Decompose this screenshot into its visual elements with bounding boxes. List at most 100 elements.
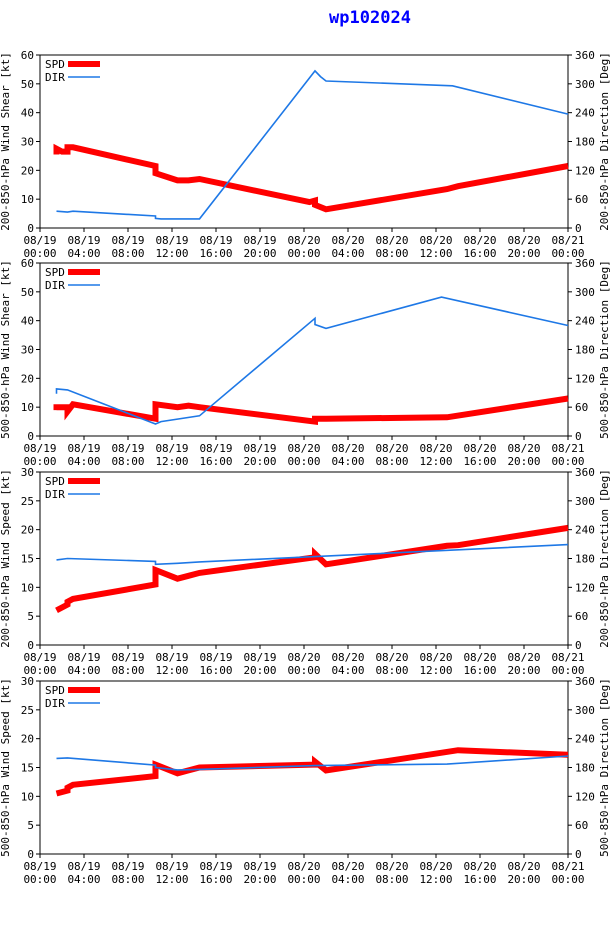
panel-4-xtick-time: 00:00 (23, 873, 56, 886)
panel-2-ytick-right-label: 60 (575, 401, 588, 414)
panel-3-xtick-time: 04:00 (331, 664, 364, 677)
panel-4-xtick-time: 00:00 (551, 873, 584, 886)
panel-1-ytick-left-label: 20 (21, 164, 34, 177)
panel-2-ytick-left-label: 30 (21, 344, 34, 357)
panel-3-xtick-time: 08:00 (111, 664, 144, 677)
panel-1-ytick-right-label: 120 (575, 164, 595, 177)
panel-2-xtick-time: 08:00 (111, 455, 144, 468)
panel-1-xtick-date: 08/19 (155, 234, 188, 247)
panel-1-ytick-left-label: 10 (21, 193, 34, 206)
panel-3-xtick-time: 16:00 (463, 664, 496, 677)
panel-1-ytick-right-label: 240 (575, 107, 595, 120)
panel-2-xtick-time: 20:00 (243, 455, 276, 468)
panel-2-xtick-time: 04:00 (331, 455, 364, 468)
panel-4-xtick-date: 08/20 (463, 860, 496, 873)
panel-3-xtick-date: 08/20 (419, 651, 452, 664)
panel-2-ytick-left-label: 40 (21, 315, 34, 328)
panel-4-ytick-right-label: 300 (575, 704, 595, 717)
panel-4-xtick-date: 08/20 (507, 860, 540, 873)
panel-3-xtick-time: 20:00 (507, 664, 540, 677)
panel-4-xtick-time: 16:00 (199, 873, 232, 886)
panel-2-xtick-time: 00:00 (551, 455, 584, 468)
panel-1-ytick-left-label: 60 (21, 49, 34, 62)
panel-4-ytick-right-label: 360 (575, 675, 595, 688)
panel-1-series-dir-line (56, 69, 569, 220)
panel-4-xtick-date: 08/19 (23, 860, 56, 873)
panel-1-ytick-right-label: 300 (575, 78, 595, 91)
panel-3-ytick-left-label: 15 (21, 553, 34, 566)
panel-3-xtick-date: 08/20 (463, 651, 496, 664)
panel-2-xtick-date: 08/20 (375, 442, 408, 455)
panel-2-ytick-left-label: 60 (21, 257, 34, 270)
panel-4-xtick-time: 20:00 (243, 873, 276, 886)
panel-4-ytick-right-label: 120 (575, 790, 595, 803)
panel-3-xtick-date: 08/19 (111, 651, 144, 664)
panel-1-ytick-left-label: 30 (21, 136, 34, 149)
panel-1-xtick-date: 08/20 (331, 234, 364, 247)
panel-3-series-spd-line (55, 524, 569, 614)
panel-2-ytick-right-label: 120 (575, 372, 595, 385)
panel-3-xtick-time: 12:00 (419, 664, 452, 677)
panel-1-xtick-date: 08/20 (375, 234, 408, 247)
panel-3-xtick-time: 00:00 (287, 664, 320, 677)
panel-3-xtick-time: 12:00 (155, 664, 188, 677)
panel-1-legend-label: DIR (45, 71, 65, 84)
panel-4-xtick-date: 08/19 (111, 860, 144, 873)
panel-3-xtick-date: 08/19 (199, 651, 232, 664)
panel-3-series-dir-line (56, 543, 569, 566)
panel-4-ytick-left-label: 5 (27, 819, 34, 832)
panel-4-xtick-date: 08/20 (419, 860, 452, 873)
panel-1-xtick-time: 16:00 (199, 247, 232, 260)
panel-3-xtick-date: 08/20 (507, 651, 540, 664)
panel-3-xtick-date: 08/20 (331, 651, 364, 664)
panel-3-ytick-right-label: 360 (575, 466, 595, 479)
panel-1-xtick-time: 12:00 (155, 247, 188, 260)
panel-2-xtick-date: 08/19 (67, 442, 100, 455)
panel-2-ytick-right-label: 300 (575, 286, 595, 299)
panel-1-xtick-date: 08/19 (243, 234, 276, 247)
panel-1-legend-label: SPD (45, 58, 65, 71)
panel-2-xtick-date: 08/19 (111, 442, 144, 455)
panel-3-legend-label: DIR (45, 488, 65, 501)
panel-2-xtick-time: 12:00 (155, 455, 188, 468)
panel-4-ytick-right-label: 180 (575, 762, 595, 775)
panel-2-ylabel-right: 500-850-hPa Direction [Deg] (598, 260, 611, 439)
panel-4-xtick-time: 08:00 (375, 873, 408, 886)
panel-2-ytick-left-label: 0 (27, 430, 34, 443)
panel-2-ytick-right-label: 240 (575, 315, 595, 328)
panel-1-ytick-left-label: 50 (21, 78, 34, 91)
panel-4-xtick-date: 08/20 (287, 860, 320, 873)
panel-3-ytick-right-label: 180 (575, 553, 595, 566)
panel-2-xtick-date: 08/20 (419, 442, 452, 455)
panel-3-xtick-time: 08:00 (375, 664, 408, 677)
panel-4-ytick-right-label: 240 (575, 733, 595, 746)
panel-2-xtick-date: 08/19 (23, 442, 56, 455)
panel-4-xtick-time: 08:00 (111, 873, 144, 886)
panel-1-xtick-date: 08/20 (419, 234, 452, 247)
panel-2-xtick-time: 00:00 (287, 455, 320, 468)
panel-3-xtick-date: 08/20 (287, 651, 320, 664)
panel-3-legend-label: SPD (45, 475, 65, 488)
panel-2-xtick-date: 08/19 (243, 442, 276, 455)
panel-3-ytick-right-label: 120 (575, 581, 595, 594)
panel-4-ytick-right-label: 60 (575, 819, 588, 832)
panel-4-series-spd-line (55, 747, 569, 797)
panel-1-xtick-date: 08/19 (23, 234, 56, 247)
panel-3-xtick-time: 00:00 (23, 664, 56, 677)
panel-4-xtick-time: 12:00 (155, 873, 188, 886)
panel-3-xtick-time: 16:00 (199, 664, 232, 677)
panel-3-ytick-right-label: 240 (575, 524, 595, 537)
panel-4-xtick-time: 16:00 (463, 873, 496, 886)
panel-1-xtick-time: 00:00 (287, 247, 320, 260)
panel-4-xtick-time: 00:00 (287, 873, 320, 886)
panel-3-ytick-left-label: 5 (27, 610, 34, 623)
panel-1-ytick-right-label: 60 (575, 193, 588, 206)
panel-3-xtick-date: 08/19 (155, 651, 188, 664)
panel-1-xtick-date: 08/19 (67, 234, 100, 247)
panel-1-xtick-time: 00:00 (23, 247, 56, 260)
panel-4-ylabel-right: 500-850-hPa Direction [Deg] (598, 678, 611, 857)
panel-4-xtick-date: 08/19 (243, 860, 276, 873)
panel-4-xtick-date: 08/21 (551, 860, 584, 873)
panel-4-ytick-left-label: 15 (21, 762, 34, 775)
